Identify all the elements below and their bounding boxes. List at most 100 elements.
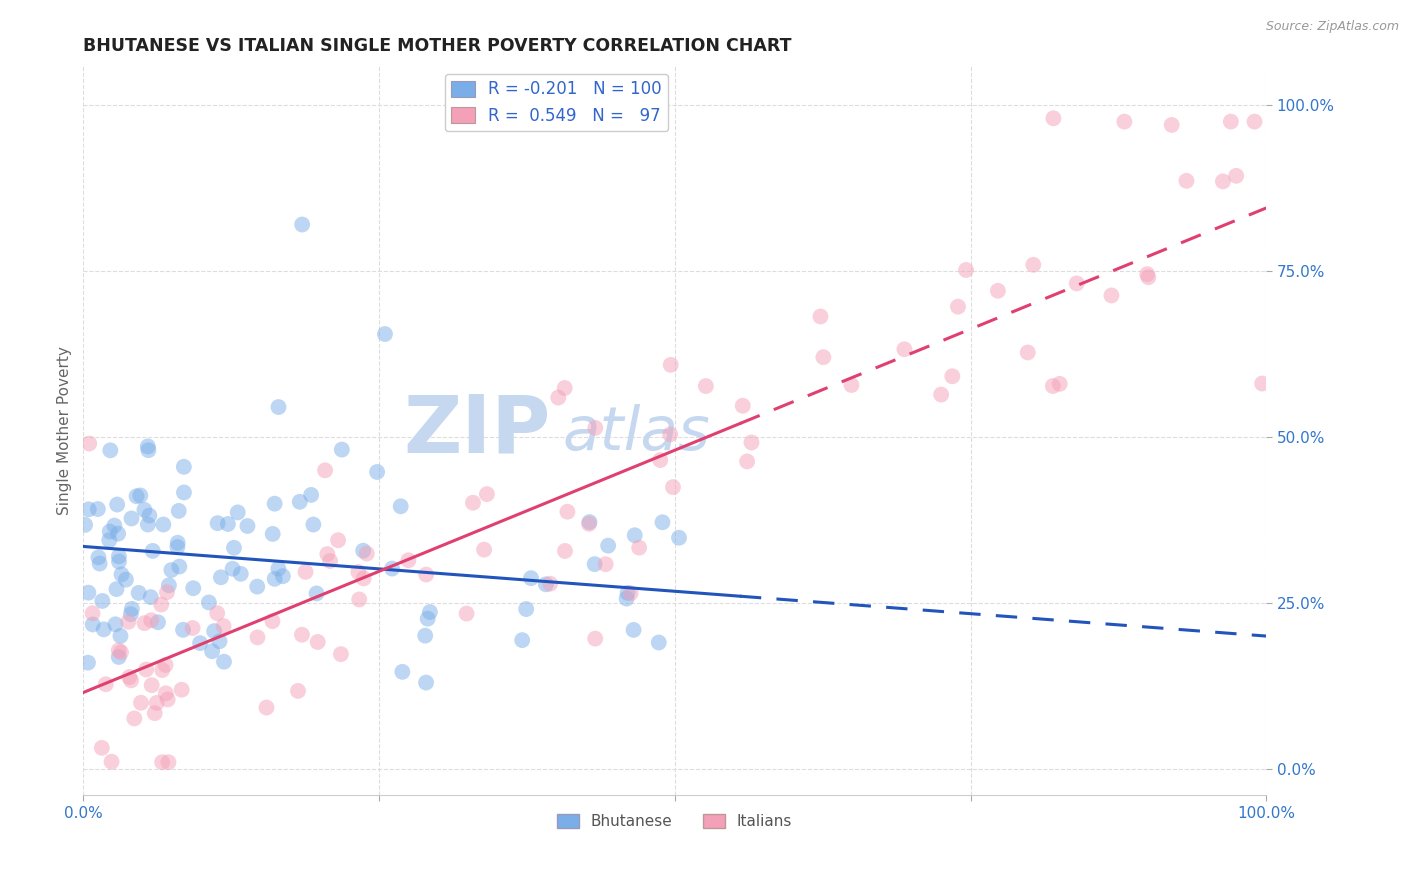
Point: [105, 582, 128, 596]
Point: [813, 350, 835, 364]
Point: [1042, 112, 1064, 126]
Point: [1136, 267, 1159, 281]
Point: [134, 616, 156, 631]
Point: [461, 496, 484, 510]
Point: [620, 586, 643, 600]
Point: [138, 443, 160, 458]
Point: [181, 581, 204, 595]
Point: [366, 465, 388, 479]
Point: [110, 629, 132, 643]
Point: [374, 326, 396, 341]
Point: [115, 573, 138, 587]
Point: [810, 310, 832, 324]
Point: [659, 427, 682, 442]
Point: [91, 594, 114, 608]
Point: [143, 706, 166, 721]
Point: [93, 623, 115, 637]
Point: [121, 602, 143, 616]
Point: [129, 696, 152, 710]
Point: [73, 517, 96, 532]
Point: [160, 563, 183, 577]
Point: [90, 740, 112, 755]
Point: [307, 635, 329, 649]
Text: BHUTANESE VS ITALIAN SINGLE MOTHER POVERTY CORRELATION CHART: BHUTANESE VS ITALIAN SINGLE MOTHER POVER…: [83, 37, 792, 55]
Point: [262, 614, 284, 628]
Point: [173, 485, 195, 500]
Point: [136, 439, 159, 453]
Point: [263, 497, 285, 511]
Point: [156, 692, 179, 706]
Point: [1219, 114, 1241, 128]
Point: [150, 598, 173, 612]
Point: [628, 541, 651, 555]
Point: [205, 606, 228, 620]
Point: [623, 528, 645, 542]
Point: [616, 591, 638, 606]
Point: [1175, 174, 1198, 188]
Point: [222, 541, 245, 555]
Point: [209, 570, 232, 584]
Point: [121, 511, 143, 525]
Point: [415, 675, 437, 690]
Point: [1212, 174, 1234, 188]
Point: [1225, 169, 1247, 183]
Point: [107, 650, 129, 665]
Point: [305, 586, 328, 600]
Point: [291, 628, 314, 642]
Point: [578, 515, 600, 529]
Point: [316, 547, 339, 561]
Point: [107, 643, 129, 657]
Point: [134, 503, 156, 517]
Point: [299, 488, 322, 502]
Point: [267, 561, 290, 575]
Point: [172, 623, 194, 637]
Point: [136, 517, 159, 532]
Point: [110, 567, 132, 582]
Point: [89, 557, 111, 571]
Point: [120, 607, 142, 622]
Point: [1049, 376, 1071, 391]
Point: [356, 547, 378, 561]
Point: [841, 378, 863, 392]
Point: [82, 617, 104, 632]
Point: [1114, 114, 1136, 128]
Point: [510, 633, 533, 648]
Point: [475, 487, 498, 501]
Point: [262, 527, 284, 541]
Point: [170, 682, 193, 697]
Point: [288, 495, 311, 509]
Text: atlas: atlas: [562, 404, 710, 464]
Point: [146, 615, 169, 630]
Point: [129, 488, 152, 502]
Point: [554, 544, 576, 558]
Point: [1160, 118, 1182, 132]
Point: [166, 535, 188, 549]
Point: [534, 577, 557, 591]
Point: [87, 550, 110, 565]
Point: [139, 590, 162, 604]
Point: [236, 519, 259, 533]
Point: [326, 533, 349, 548]
Point: [583, 632, 606, 646]
Point: [267, 400, 290, 414]
Point: [98, 533, 121, 548]
Y-axis label: Single Mother Poverty: Single Mother Poverty: [58, 346, 72, 515]
Point: [77, 585, 100, 599]
Text: Source: ZipAtlas.com: Source: ZipAtlas.com: [1265, 20, 1399, 33]
Point: [141, 613, 163, 627]
Point: [103, 518, 125, 533]
Legend: Bhutanese, Italians: Bhutanese, Italians: [551, 807, 799, 835]
Point: [208, 634, 231, 648]
Point: [94, 677, 117, 691]
Point: [157, 755, 180, 769]
Point: [169, 559, 191, 574]
Point: [352, 543, 374, 558]
Point: [740, 435, 762, 450]
Point: [167, 504, 190, 518]
Point: [87, 502, 110, 516]
Point: [142, 544, 165, 558]
Point: [155, 686, 177, 700]
Point: [1243, 114, 1265, 128]
Point: [287, 684, 309, 698]
Point: [987, 284, 1010, 298]
